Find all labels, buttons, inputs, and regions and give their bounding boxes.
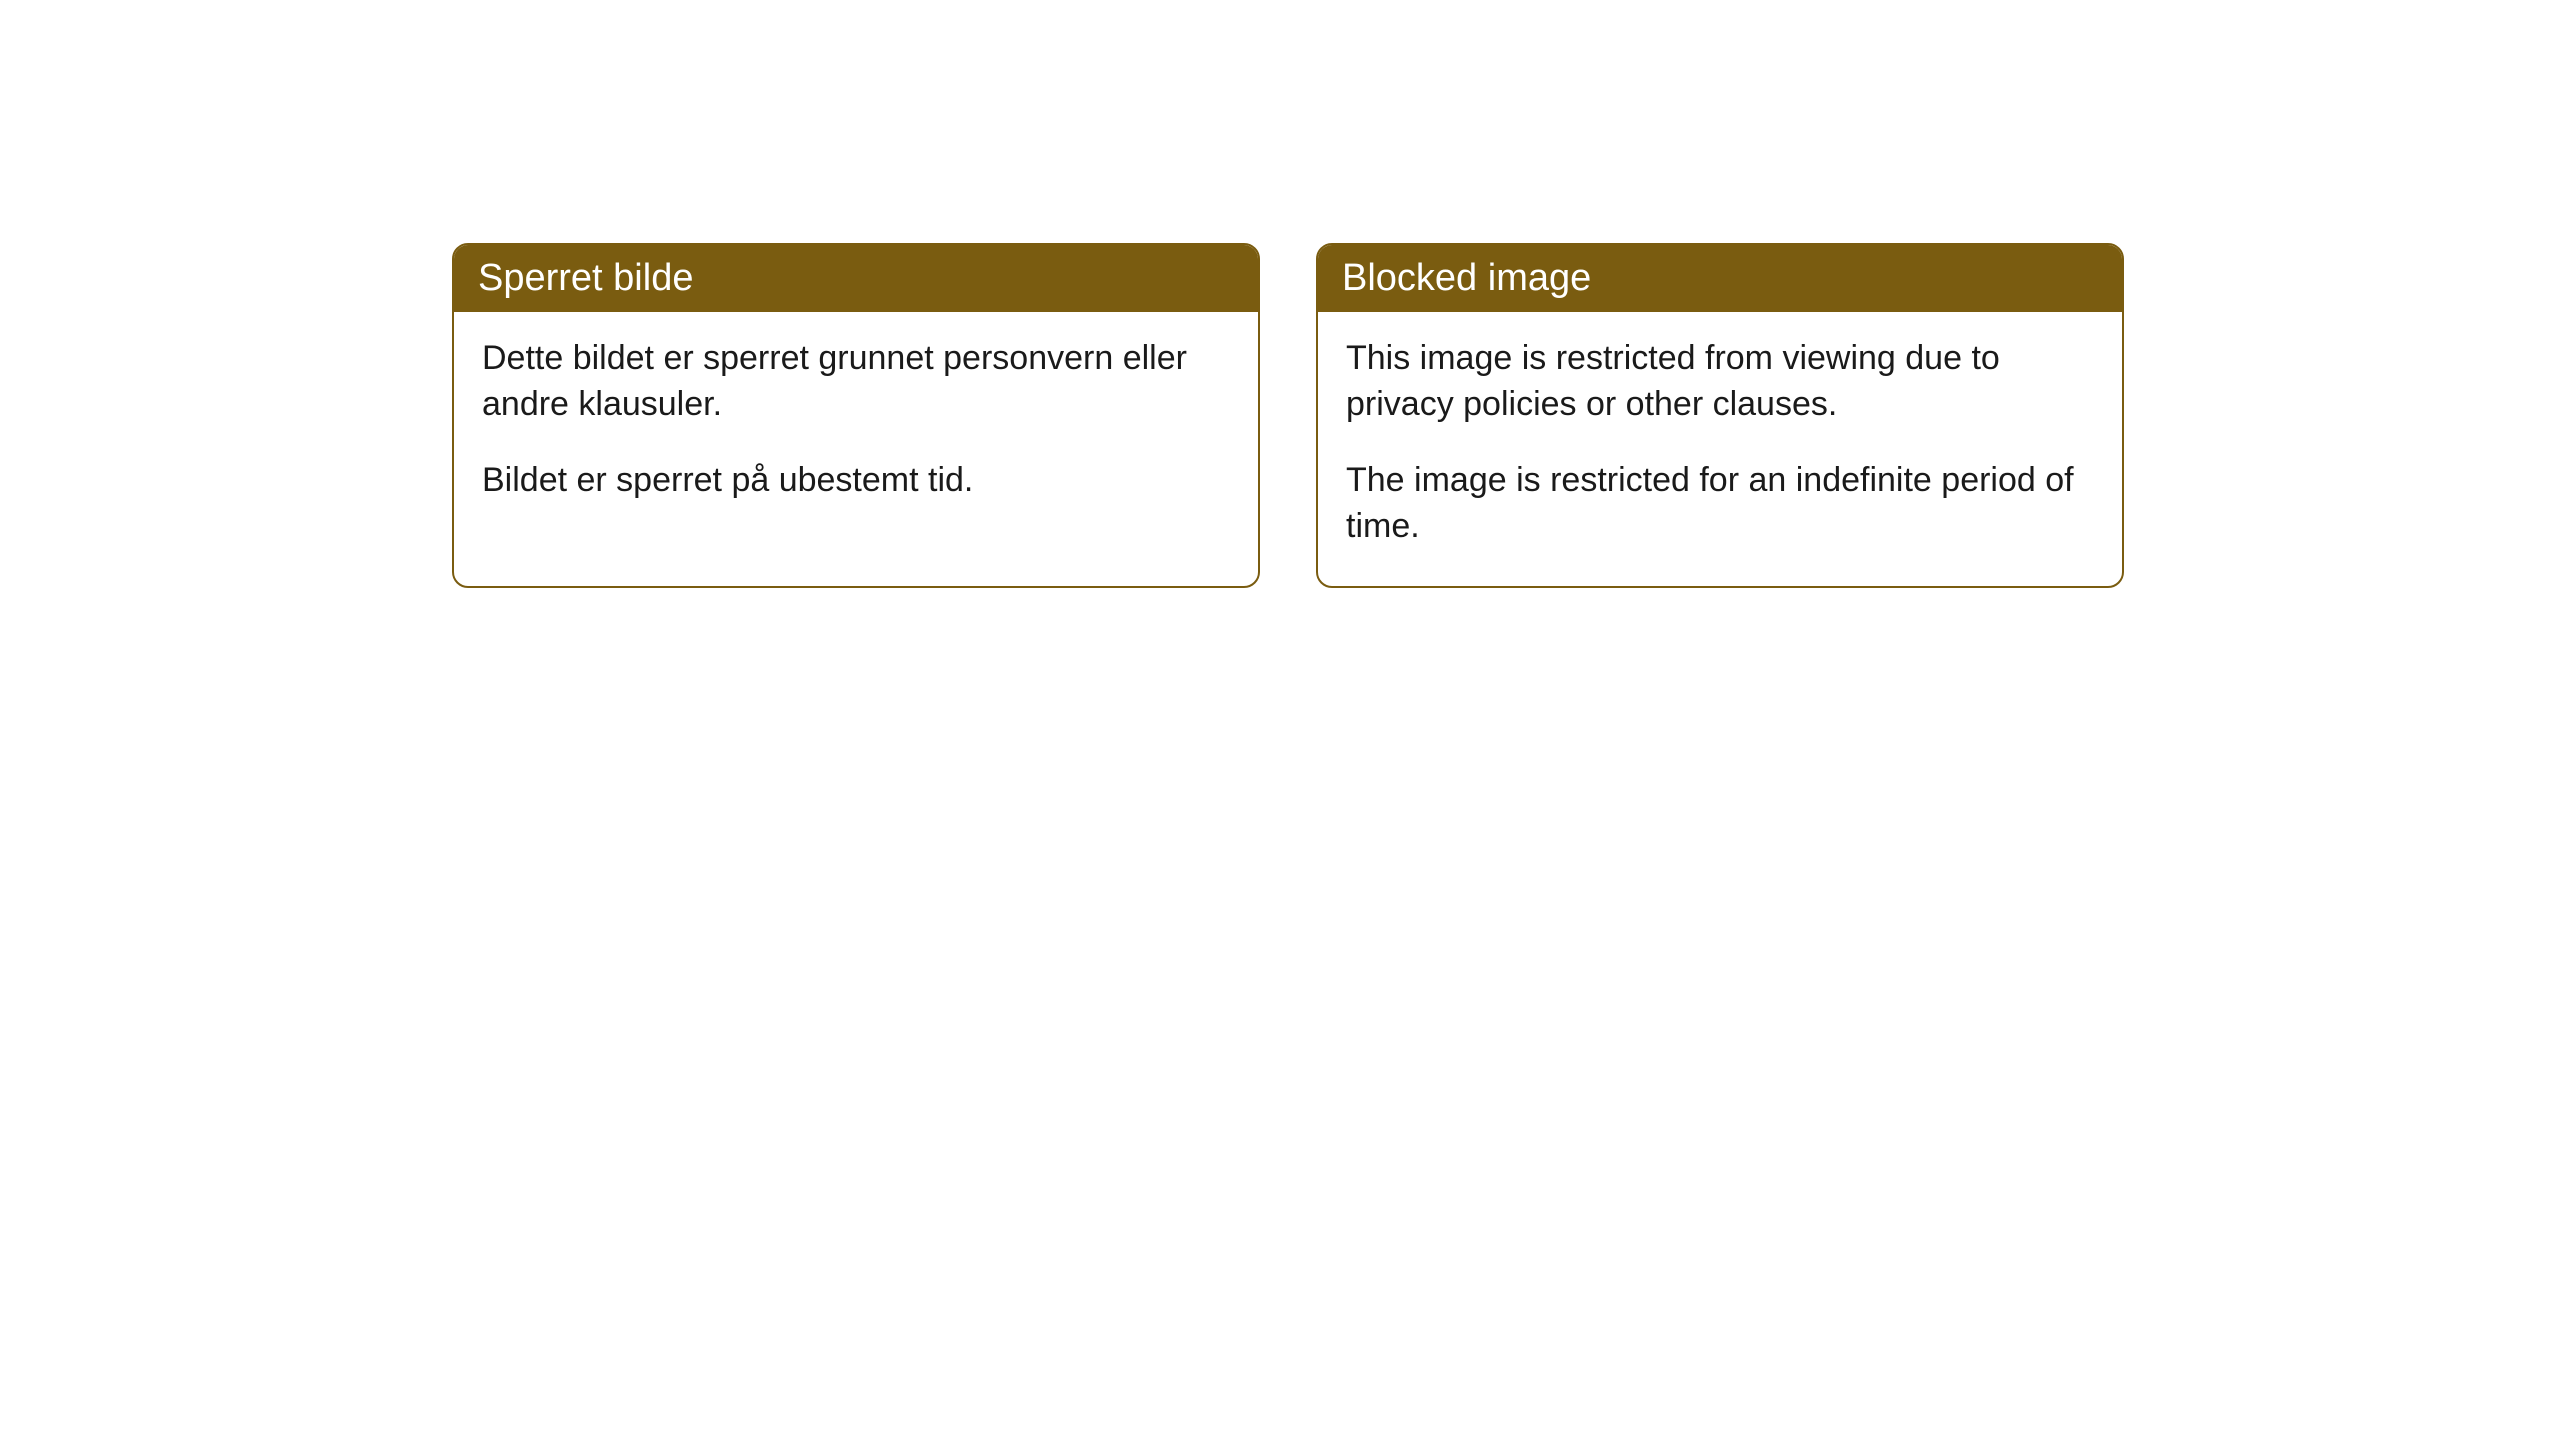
card-text-2-norwegian: Bildet er sperret på ubestemt tid. (482, 458, 1230, 504)
card-header-english: Blocked image (1318, 245, 2122, 312)
card-title-english: Blocked image (1342, 257, 1591, 299)
card-text-1-norwegian: Dette bildet er sperret grunnet personve… (482, 336, 1230, 428)
card-text-2-english: The image is restricted for an indefinit… (1346, 458, 2094, 550)
card-text-1-english: This image is restricted from viewing du… (1346, 336, 2094, 428)
card-body-english: This image is restricted from viewing du… (1318, 312, 2122, 586)
card-title-norwegian: Sperret bilde (478, 257, 693, 299)
blocked-image-card-english: Blocked image This image is restricted f… (1316, 243, 2124, 588)
notice-cards-container: Sperret bilde Dette bildet er sperret gr… (452, 243, 2560, 588)
blocked-image-card-norwegian: Sperret bilde Dette bildet er sperret gr… (452, 243, 1260, 588)
card-header-norwegian: Sperret bilde (454, 245, 1258, 312)
card-body-norwegian: Dette bildet er sperret grunnet personve… (454, 312, 1258, 540)
